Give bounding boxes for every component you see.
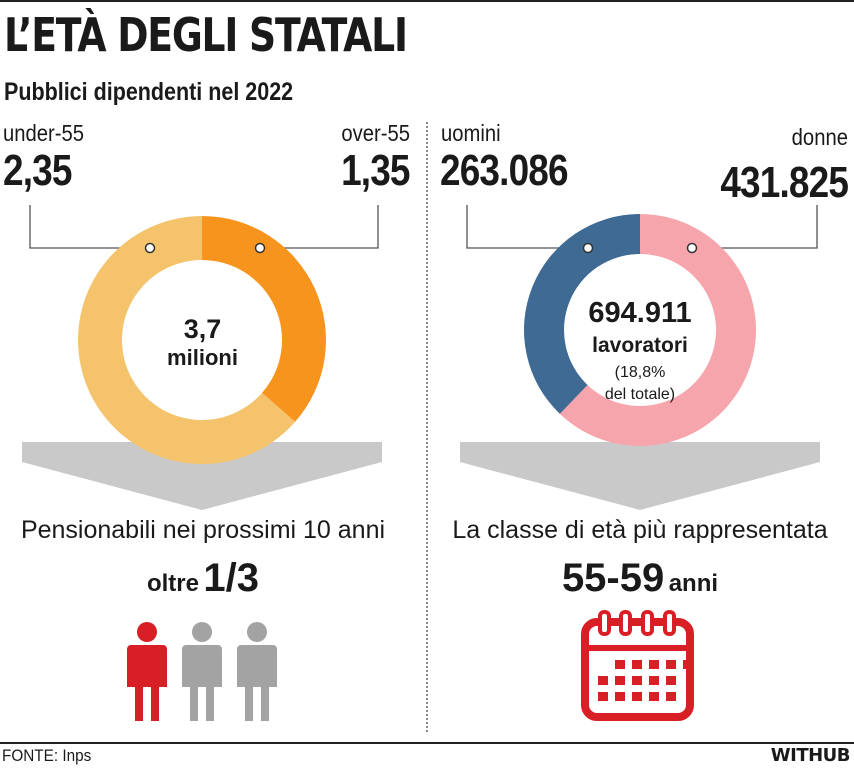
calendar-day-cell <box>632 692 642 701</box>
donne-connector <box>692 205 818 249</box>
right-highlight-suffix: anni <box>668 570 719 597</box>
left-donut-chart <box>22 205 820 721</box>
calendar-day-cell <box>666 660 676 669</box>
uomini-value: 263.086 <box>440 146 569 195</box>
left-pointer-shape <box>22 442 382 510</box>
calendar-day-cell <box>666 676 676 685</box>
over55-label: over-55 <box>341 120 410 146</box>
person-icon-muted-2 <box>237 622 277 721</box>
right-center-note-2: del totale) <box>604 386 676 403</box>
page-title: L’ETÀ DEGLI STATALI <box>4 8 408 62</box>
over55-value: 1,35 <box>341 146 410 195</box>
right-donut <box>524 214 756 446</box>
panel-divider <box>426 122 428 732</box>
page-subtitle: Pubblici dipendenti nel 2022 <box>4 78 294 106</box>
under55-slice <box>77 216 296 464</box>
donne-slice <box>559 214 756 446</box>
under55-connector <box>29 205 150 249</box>
uomini-label: uomini <box>441 120 501 146</box>
calendar-day-cell <box>666 692 676 701</box>
donne-label: donne <box>791 124 848 150</box>
calendar-day-cell <box>615 692 625 701</box>
left-highlight: oltre 1/3 <box>3 556 403 601</box>
left-caption: Pensionabili nei prossimi 10 anni <box>20 516 386 544</box>
calendar-day-cell <box>683 660 693 669</box>
left-center-unit: milioni <box>167 345 238 370</box>
under55-marker <box>144 242 156 254</box>
over55-marker <box>254 242 266 254</box>
calendar-day-cell <box>615 676 625 685</box>
right-center-note-1: (18,8% <box>614 364 666 381</box>
footer-rule <box>0 742 854 744</box>
calendar-day-cell <box>615 660 625 669</box>
uomini-connector <box>466 205 588 249</box>
person-icon-muted-1 <box>182 622 222 721</box>
under55-label: under-55 <box>3 120 85 146</box>
calendar-day-cell <box>649 676 659 685</box>
donne-marker <box>686 242 698 254</box>
uomini-marker <box>582 242 594 254</box>
calendar-day-cell <box>598 692 608 701</box>
right-caption: La classe di età più rappresentata <box>452 516 828 544</box>
calendar-day-cell <box>632 676 642 685</box>
person-icon-highlighted <box>127 622 167 721</box>
calendar-day-cell <box>649 660 659 669</box>
top-rule <box>0 0 854 2</box>
over55-connector <box>260 205 379 249</box>
under55-value: 2,35 <box>3 146 72 195</box>
left-donut <box>77 216 326 464</box>
right-highlight: 55-59 anni <box>432 556 848 601</box>
calendar-icon <box>581 610 694 721</box>
over55-slice <box>202 216 326 422</box>
source-note: FONTE: Inps <box>2 746 92 765</box>
calendar-day-cell <box>649 692 659 701</box>
left-highlight-value: 1/3 <box>203 556 260 600</box>
right-highlight-value: 55-59 <box>561 556 665 600</box>
brand-logo: WITHUB <box>770 745 851 766</box>
left-highlight-prefix: oltre <box>146 570 199 597</box>
right-center-unit: lavoratori <box>592 334 688 357</box>
right-center-value: 694.911 <box>588 297 692 329</box>
calendar-day-cell <box>598 676 608 685</box>
calendar-day-cell <box>632 660 642 669</box>
left-center-value: 3,7 <box>183 314 222 344</box>
uomini-slice <box>524 214 640 414</box>
donne-value: 431.825 <box>720 158 849 207</box>
right-pointer-shape <box>460 442 820 510</box>
